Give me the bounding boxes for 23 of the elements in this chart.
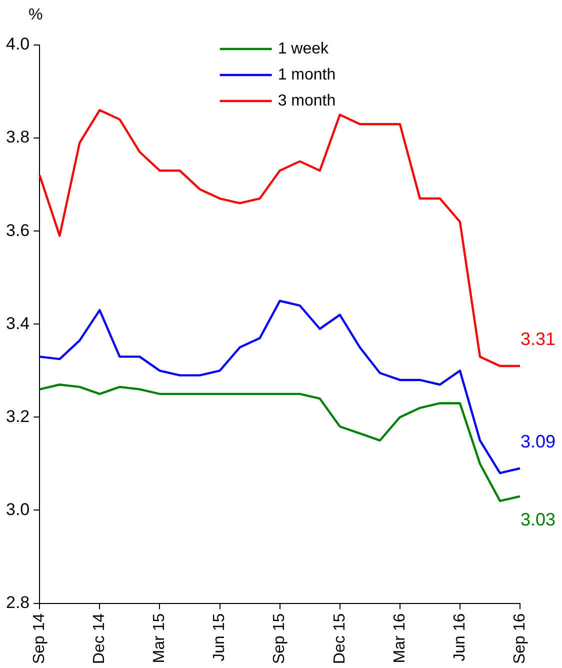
- legend-label: 3 month: [278, 92, 336, 110]
- y-tick-label: 3.6: [6, 220, 30, 240]
- y-tick-label: 2.8: [6, 592, 30, 612]
- legend-label: 1 week: [278, 40, 330, 58]
- y-tick-label: 3.0: [6, 500, 30, 519]
- y-axis-title: %: [28, 6, 43, 24]
- annotation: 3.31: [520, 328, 556, 349]
- annotation: 3.09: [520, 431, 556, 452]
- y-tick-label: 3.4: [6, 314, 30, 333]
- x-tick-label: Jun 15: [211, 613, 228, 662]
- x-tick-label: Mar 15: [151, 613, 168, 664]
- x-tick-label: Sep 16: [511, 613, 528, 664]
- x-tick-label: Sep 14: [31, 613, 48, 664]
- legend-label: 1 month: [278, 66, 336, 84]
- annotation: 3.03: [520, 509, 556, 530]
- x-tick-label: Dec 15: [331, 613, 348, 664]
- x-tick-label: Dec 14: [91, 613, 108, 664]
- x-tick-label: Jun 16: [451, 613, 468, 662]
- x-tick-label: Sep 15: [271, 613, 288, 664]
- x-tick-label: Mar 16: [391, 613, 408, 664]
- y-tick-label: 3.8: [6, 128, 30, 147]
- y-tick-label: 3.2: [6, 406, 30, 426]
- y-tick-label: 4.0: [6, 34, 30, 54]
